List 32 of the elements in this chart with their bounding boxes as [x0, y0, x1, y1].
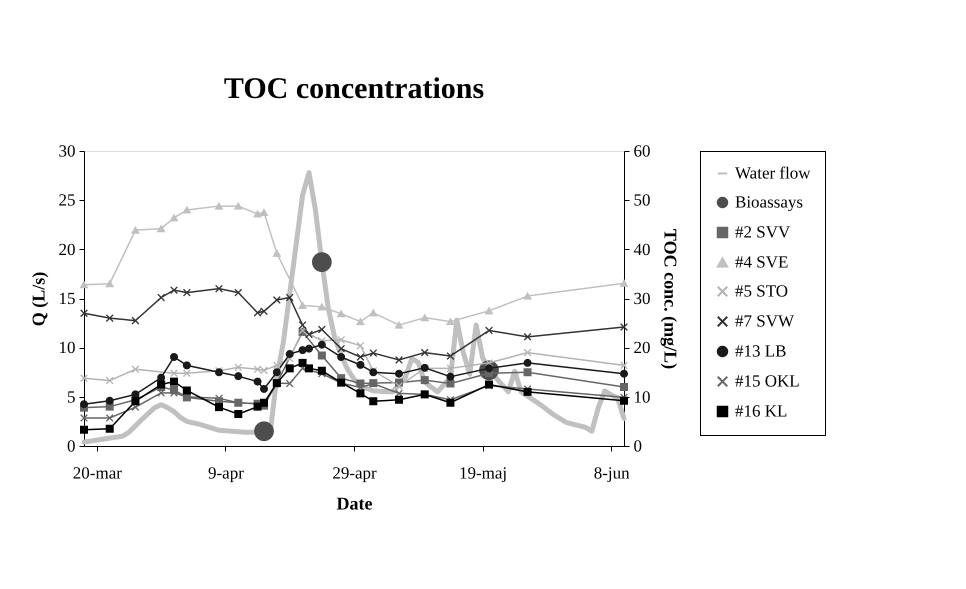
- y-tick-label: 30: [58, 142, 76, 160]
- y2-tick-label: 40: [634, 240, 650, 259]
- x-axis-title: Date: [336, 494, 372, 514]
- legend-label: #13 LB: [735, 342, 786, 360]
- x-tick-label: 8-jun: [594, 464, 630, 482]
- y2-tick-label: 50: [634, 190, 650, 210]
- legend-label: #2 SVV: [735, 222, 791, 242]
- y2-tick-label: 60: [634, 142, 650, 160]
- y-tick-label: 10: [58, 338, 76, 358]
- legend-label: #7 SVW: [735, 312, 795, 330]
- legend-label: #4 SVE: [735, 252, 788, 272]
- legend-label: Water flow: [735, 164, 812, 182]
- chart-title: TOC concentrations: [224, 72, 484, 105]
- y-tick-label: 20: [58, 240, 76, 259]
- x-tick-label: 19-maj: [458, 464, 508, 482]
- y-tick-label: 0: [67, 436, 76, 456]
- legend-label: #5 STO: [735, 282, 788, 300]
- x-tick-label: 9-apr: [208, 464, 244, 482]
- y2-axis-title: TOC conc. (mg/L): [660, 228, 680, 370]
- y-tick-label: 15: [58, 289, 76, 308]
- y-tick-label: 5: [67, 387, 76, 406]
- legend-label: #15 OKL: [735, 372, 800, 390]
- legend-label: #16 KL: [735, 402, 788, 420]
- x-tick-label: 29-apr: [332, 464, 378, 482]
- y2-tick-label: 20: [634, 338, 650, 358]
- x-tick-label: 20-mar: [72, 464, 122, 482]
- legend-label: Bioassays: [735, 192, 803, 212]
- y2-tick-label: 10: [634, 387, 650, 406]
- y-tick-label: 25: [58, 190, 76, 210]
- y-axis-title: Q (L/s): [28, 272, 48, 326]
- y2-tick-label: 0: [634, 436, 642, 456]
- y2-tick-label: 30: [634, 289, 650, 308]
